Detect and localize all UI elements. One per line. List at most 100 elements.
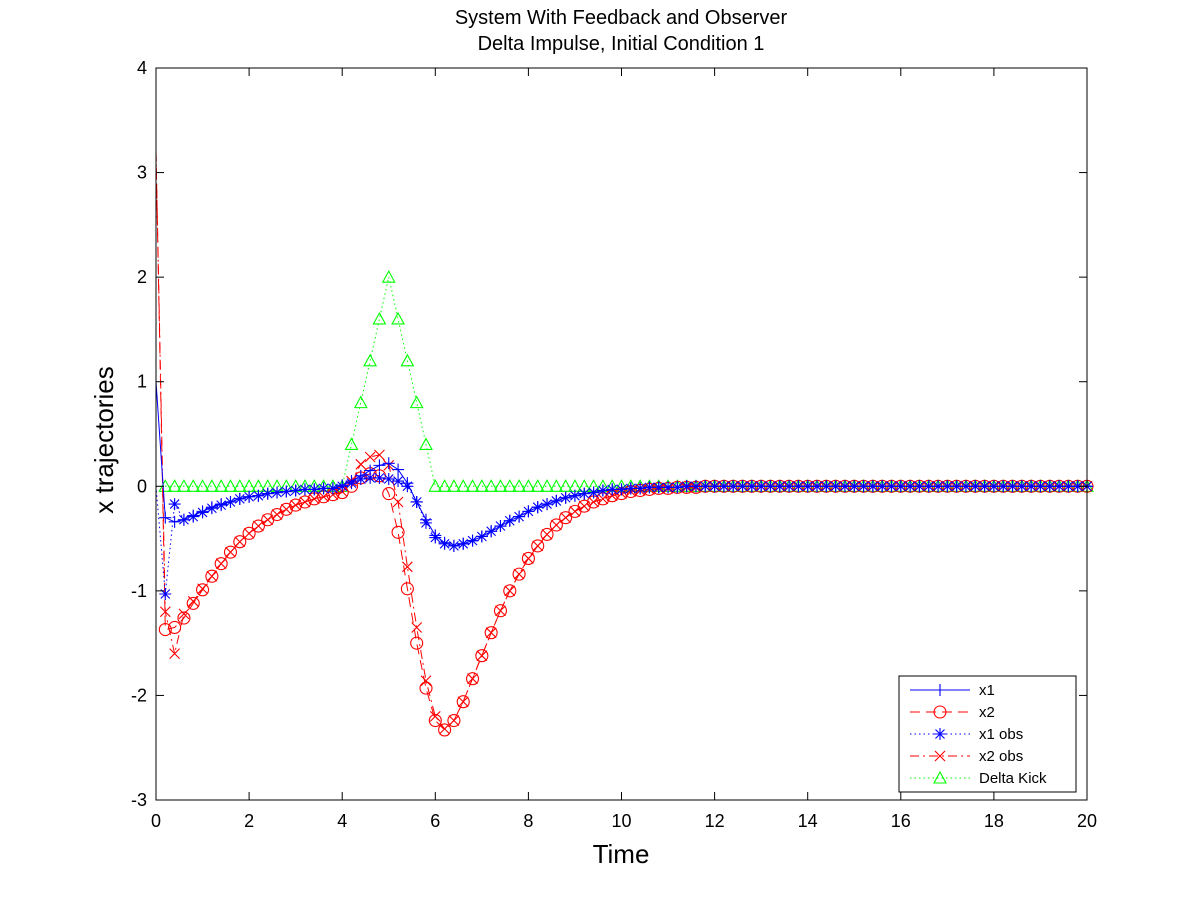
x-tick-label: 18: [984, 811, 1004, 831]
data-point: [243, 527, 255, 539]
data-point: [531, 539, 545, 553]
data-point: [279, 502, 293, 516]
data-point: [308, 483, 321, 496]
data-point: [206, 570, 218, 582]
data-point: [280, 485, 293, 498]
data-point: [429, 529, 442, 542]
y-tick-label: -1: [131, 581, 147, 601]
data-point: [214, 557, 228, 571]
data-point: [559, 491, 572, 504]
data-point: [485, 525, 498, 538]
data-point: [186, 479, 201, 492]
data-point: [168, 498, 181, 511]
x-tick-label: 2: [244, 811, 254, 831]
data-point: [159, 587, 172, 600]
data-point: [476, 650, 488, 662]
data-point: [401, 561, 413, 573]
data-point: [532, 540, 544, 552]
data-point: [261, 487, 274, 500]
data-point: [215, 558, 227, 570]
data-point: [503, 514, 516, 527]
y-tick-label: -3: [131, 790, 147, 810]
data-point: [280, 503, 292, 515]
data-point: [531, 501, 544, 514]
data-point: [223, 479, 238, 492]
data-point: [262, 514, 274, 526]
data-point: [391, 525, 405, 539]
data-point: [308, 493, 320, 505]
legend-items: x1 x2 x1 obs x2 obs Delta Kick: [910, 682, 1047, 787]
data-point: [215, 498, 228, 511]
x-tick-label: 10: [611, 811, 631, 831]
data-point: [577, 499, 591, 513]
data-point: [364, 471, 377, 484]
data-point: [439, 723, 450, 735]
data-point: [578, 500, 590, 512]
data-point: [196, 583, 210, 597]
data-point: [549, 518, 563, 532]
data-point: [242, 526, 256, 540]
data-point: [493, 604, 508, 618]
data-point: [493, 479, 508, 492]
data-point: [550, 519, 562, 531]
legend-entry: x1 obs: [910, 726, 1023, 743]
data-point: [484, 626, 498, 640]
data-point: [232, 479, 247, 492]
data-point: [465, 479, 480, 492]
data-point: [502, 479, 517, 492]
data-point: [410, 495, 423, 508]
data-point: [541, 498, 554, 511]
data-point: [587, 486, 600, 499]
data-point: [196, 505, 209, 518]
data-point: [504, 585, 516, 597]
data-point: [588, 496, 599, 508]
x-tick-label: 8: [523, 811, 533, 831]
data-point: [475, 649, 489, 663]
data-point: [186, 596, 200, 610]
data-point: [223, 545, 238, 559]
legend-entry: x2: [910, 704, 995, 721]
data-point: [530, 479, 545, 492]
data-point: [374, 449, 385, 461]
data-point: [569, 505, 581, 517]
data-point: [419, 437, 433, 451]
data-point: [233, 535, 247, 549]
data-point: [523, 553, 534, 564]
data-point: [382, 487, 396, 501]
data-point: [447, 539, 460, 552]
data-point: [187, 509, 200, 522]
data-point: [596, 484, 609, 497]
data-point: [159, 606, 171, 618]
data-point: [457, 696, 469, 708]
data-point: [420, 675, 432, 687]
legend-marker: [934, 750, 946, 762]
data-point: [400, 582, 414, 596]
data-point: [597, 493, 609, 505]
data-point: [391, 311, 405, 325]
data-point: [438, 723, 452, 737]
data-point: [243, 490, 256, 503]
data-point: [446, 479, 461, 492]
data-point: [448, 715, 460, 726]
data-point: [419, 513, 432, 526]
data-point: [558, 479, 573, 492]
data-point: [521, 479, 536, 492]
legend: x1 x2 x1 obs x2 obs Delta Kick: [898, 675, 1077, 793]
data-point: [465, 672, 480, 686]
legend-label: x2 obs: [979, 748, 1023, 765]
data-point: [204, 479, 219, 492]
data-point: [438, 536, 451, 549]
data-point: [233, 492, 246, 505]
legend-label: Delta Kick: [979, 770, 1047, 787]
data-point: [409, 395, 424, 409]
data-point: [251, 519, 265, 533]
data-point: [289, 484, 302, 497]
data-point: [345, 475, 358, 488]
data-point: [475, 530, 488, 543]
data-point: [437, 479, 452, 492]
y-tick-label: 3: [137, 163, 147, 183]
y-axis-label: x trajectories: [89, 366, 119, 513]
chart-subtitle: Delta Impulse, Initial Condition 1: [478, 33, 765, 55]
data-point: [205, 501, 218, 514]
